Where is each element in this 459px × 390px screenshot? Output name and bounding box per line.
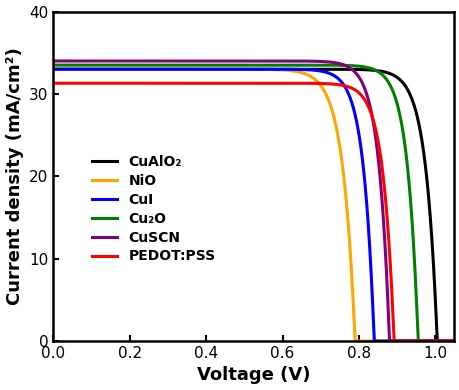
CuAlO₂: [302, 67, 308, 71]
Line: CuI: CuI: [53, 69, 459, 341]
Legend: CuAlO₂, NiO, CuI, Cu₂O, CuSCN, PEDOT:PSS: CuAlO₂, NiO, CuI, Cu₂O, CuSCN, PEDOT:PSS: [92, 155, 215, 263]
Line: Cu₂O: Cu₂O: [53, 65, 459, 341]
CuI: [211, 67, 216, 71]
CuAlO₂: [127, 67, 132, 71]
CuI: [395, 339, 401, 343]
CuI: [364, 204, 369, 208]
NiO: [352, 339, 357, 343]
CuAlO₂: [50, 67, 56, 71]
PEDOT:PSS: [50, 81, 56, 85]
PEDOT:PSS: [211, 81, 216, 85]
CuSCN: [395, 339, 401, 343]
X-axis label: Voltage (V): Voltage (V): [197, 367, 310, 385]
CuSCN: [302, 59, 308, 64]
NiO: [50, 67, 56, 71]
Cu₂O: [364, 65, 369, 70]
PEDOT:PSS: [302, 81, 308, 86]
CuI: [323, 70, 329, 75]
Y-axis label: Current density (mA/cm²): Current density (mA/cm²): [6, 48, 23, 305]
CuI: [302, 67, 308, 72]
NiO: [211, 67, 216, 71]
CuSCN: [364, 92, 369, 97]
NiO: [395, 339, 401, 343]
CuSCN: [386, 339, 392, 343]
PEDOT:PSS: [395, 339, 401, 343]
Cu₂O: [395, 108, 401, 113]
Cu₂O: [323, 63, 329, 67]
PEDOT:PSS: [364, 101, 369, 106]
NiO: [302, 71, 308, 76]
NiO: [323, 93, 329, 98]
CuAlO₂: [434, 339, 439, 343]
PEDOT:PSS: [127, 81, 132, 85]
CuSCN: [50, 58, 56, 63]
Cu₂O: [302, 63, 308, 67]
CuSCN: [127, 58, 132, 63]
Cu₂O: [50, 63, 56, 67]
CuI: [127, 67, 132, 71]
CuSCN: [211, 58, 216, 63]
CuAlO₂: [395, 76, 401, 81]
Cu₂O: [127, 63, 132, 67]
Cu₂O: [211, 63, 216, 67]
Line: CuSCN: CuSCN: [53, 61, 459, 341]
Line: CuAlO₂: CuAlO₂: [53, 69, 459, 341]
Cu₂O: [414, 339, 420, 343]
CuAlO₂: [323, 67, 329, 72]
CuI: [371, 339, 376, 343]
PEDOT:PSS: [391, 339, 396, 343]
NiO: [127, 67, 132, 71]
PEDOT:PSS: [323, 82, 329, 86]
Line: PEDOT:PSS: PEDOT:PSS: [53, 83, 459, 341]
Line: NiO: NiO: [53, 69, 459, 341]
NiO: [364, 339, 369, 343]
CuSCN: [323, 59, 329, 64]
CuAlO₂: [364, 67, 369, 72]
CuAlO₂: [211, 67, 216, 71]
CuI: [50, 67, 56, 71]
